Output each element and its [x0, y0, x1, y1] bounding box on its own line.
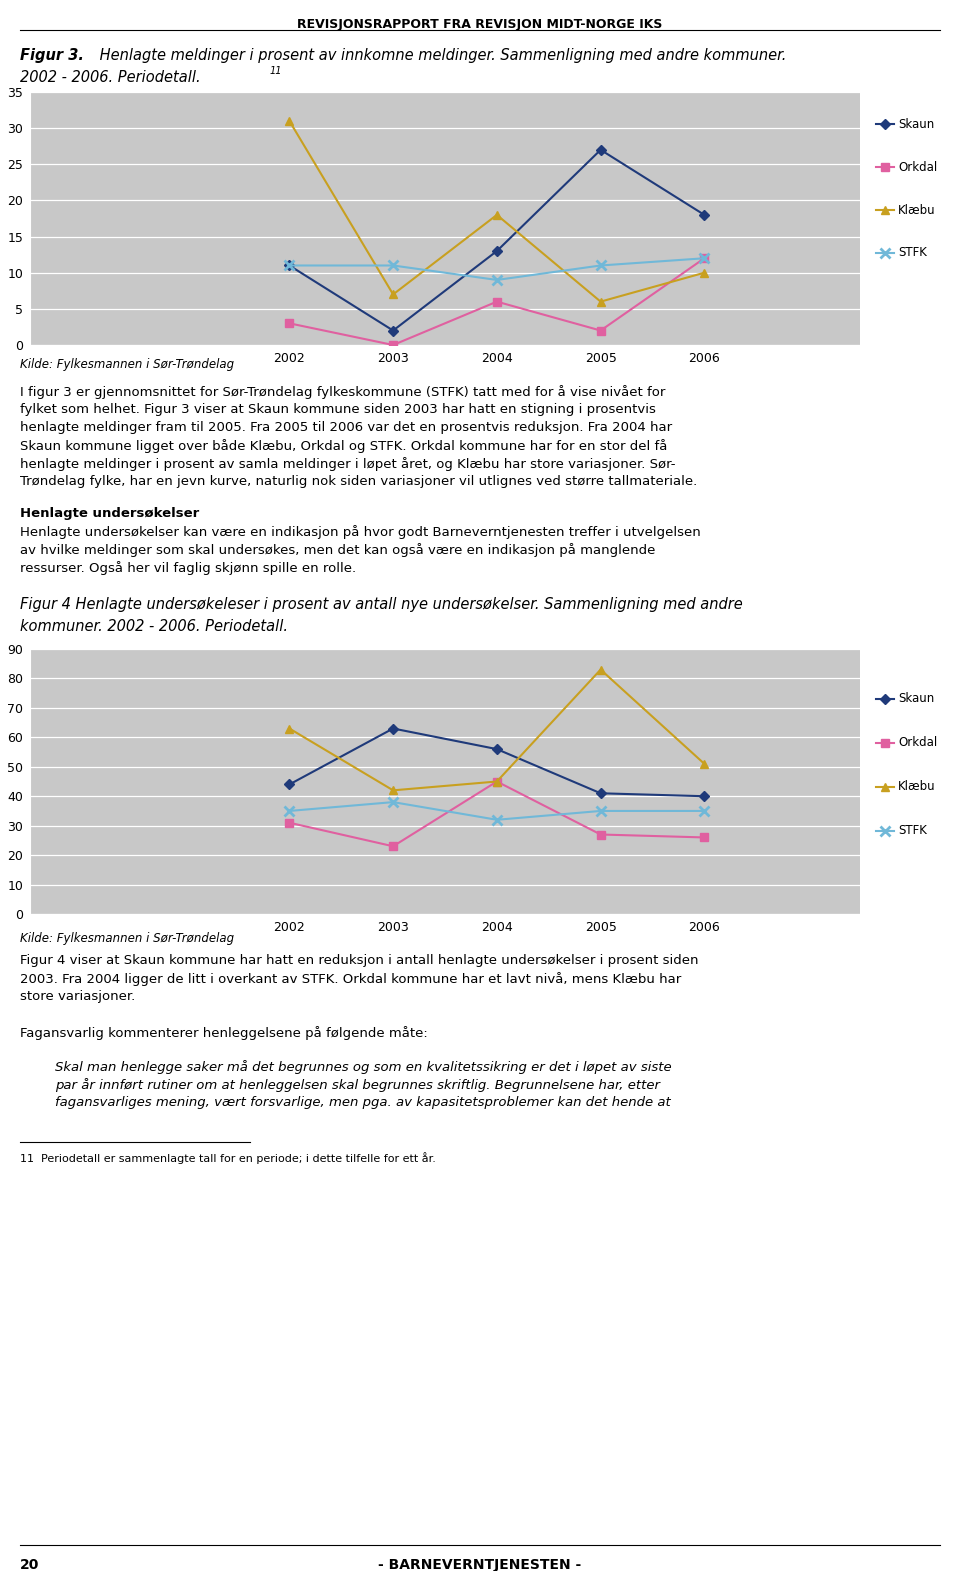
Text: Figur 4 viser at Skaun kommune har hatt en reduksjon i antall henlagte undersøke: Figur 4 viser at Skaun kommune har hatt … [20, 954, 699, 968]
Text: I figur 3 er gjennomsnittet for Sør-Trøndelag fylkeskommune (STFK) tatt med for : I figur 3 er gjennomsnittet for Sør-Trøn… [20, 385, 665, 399]
Text: Henlagte undersøkelser kan være en indikasjon på hvor godt Barneverntjenesten tr: Henlagte undersøkelser kan være en indik… [20, 525, 701, 539]
Text: Orkdal: Orkdal [898, 160, 937, 174]
Text: Fagansvarlig kommenterer henleggelsene på følgende måte:: Fagansvarlig kommenterer henleggelsene p… [20, 1026, 428, 1040]
Text: ressurser. Også her vil faglig skjønn spille en rolle.: ressurser. Også her vil faglig skjønn sp… [20, 561, 356, 575]
Text: Kilde: Fylkesmannen i Sør-Trøndelag: Kilde: Fylkesmannen i Sør-Trøndelag [20, 932, 234, 946]
Text: par år innført rutiner om at henleggelsen skal begrunnes skriftlig. Begrunnelsen: par år innført rutiner om at henleggelse… [55, 1078, 660, 1092]
Text: Skaun kommune ligget over både Klæbu, Orkdal og STFK. Orkdal kommune har for en : Skaun kommune ligget over både Klæbu, Or… [20, 438, 667, 452]
Text: STFK: STFK [898, 247, 926, 259]
Text: Skaun: Skaun [898, 118, 934, 130]
Text: Klæbu: Klæbu [898, 204, 936, 217]
Text: REVISJONSRAPPORT FRA REVISJON MIDT-NORGE IKS: REVISJONSRAPPORT FRA REVISJON MIDT-NORGE… [298, 17, 662, 31]
Text: 20: 20 [20, 1558, 39, 1571]
Text: STFK: STFK [898, 825, 926, 837]
Text: henlagte meldinger i prosent av samla meldinger i løpet året, og Klæbu har store: henlagte meldinger i prosent av samla me… [20, 457, 676, 471]
Text: Kilde: Fylkesmannen i Sør-Trøndelag: Kilde: Fylkesmannen i Sør-Trøndelag [20, 358, 234, 371]
Text: - BARNEVERNTJENESTEN -: - BARNEVERNTJENESTEN - [378, 1558, 582, 1571]
Text: Trøndelag fylke, har en jevn kurve, naturlig nok siden variasjoner vil utlignes : Trøndelag fylke, har en jevn kurve, natu… [20, 474, 697, 489]
Text: av hvilke meldinger som skal undersøkes, men det kan også være en indikasjon på : av hvilke meldinger som skal undersøkes,… [20, 544, 656, 558]
Text: Skaun: Skaun [898, 693, 934, 705]
Text: 2002 - 2006. Periodetall.: 2002 - 2006. Periodetall. [20, 71, 201, 85]
Text: Figur 4 Henlagte undersøkeleser i prosent av antall nye undersøkelser. Sammenlig: Figur 4 Henlagte undersøkeleser i prosen… [20, 597, 743, 613]
Text: fagansvarliges mening, vært forsvarlige, men pga. av kapasitetsproblemer kan det: fagansvarliges mening, vært forsvarlige,… [55, 1097, 671, 1109]
Text: 2003. Fra 2004 ligger de litt i overkant av STFK. Orkdal kommune har et lavt niv: 2003. Fra 2004 ligger de litt i overkant… [20, 972, 682, 987]
Text: henlagte meldinger fram til 2005. Fra 2005 til 2006 var det en prosentvis reduks: henlagte meldinger fram til 2005. Fra 20… [20, 421, 672, 434]
Text: Orkdal: Orkdal [898, 737, 937, 749]
Text: kommuner. 2002 - 2006. Periodetall.: kommuner. 2002 - 2006. Periodetall. [20, 619, 288, 635]
Text: fylket som helhet. Figur 3 viser at Skaun kommune siden 2003 har hatt en stignin: fylket som helhet. Figur 3 viser at Skau… [20, 404, 656, 416]
Text: 11  Periodetall er sammenlagte tall for en periode; i dette tilfelle for ett år.: 11 Periodetall er sammenlagte tall for e… [20, 1152, 436, 1164]
Text: Henlagte undersøkelser: Henlagte undersøkelser [20, 507, 200, 520]
Text: store variasjoner.: store variasjoner. [20, 990, 135, 1002]
Text: Klæbu: Klæbu [898, 781, 936, 793]
Text: Figur 3.: Figur 3. [20, 49, 84, 63]
Text: Skal man henlegge saker må det begrunnes og som en kvalitetssikring er det i løp: Skal man henlegge saker må det begrunnes… [55, 1060, 672, 1075]
Text: Henlagte meldinger i prosent av innkomne meldinger. Sammenligning med andre komm: Henlagte meldinger i prosent av innkomne… [95, 49, 786, 63]
Text: 11: 11 [270, 66, 282, 75]
